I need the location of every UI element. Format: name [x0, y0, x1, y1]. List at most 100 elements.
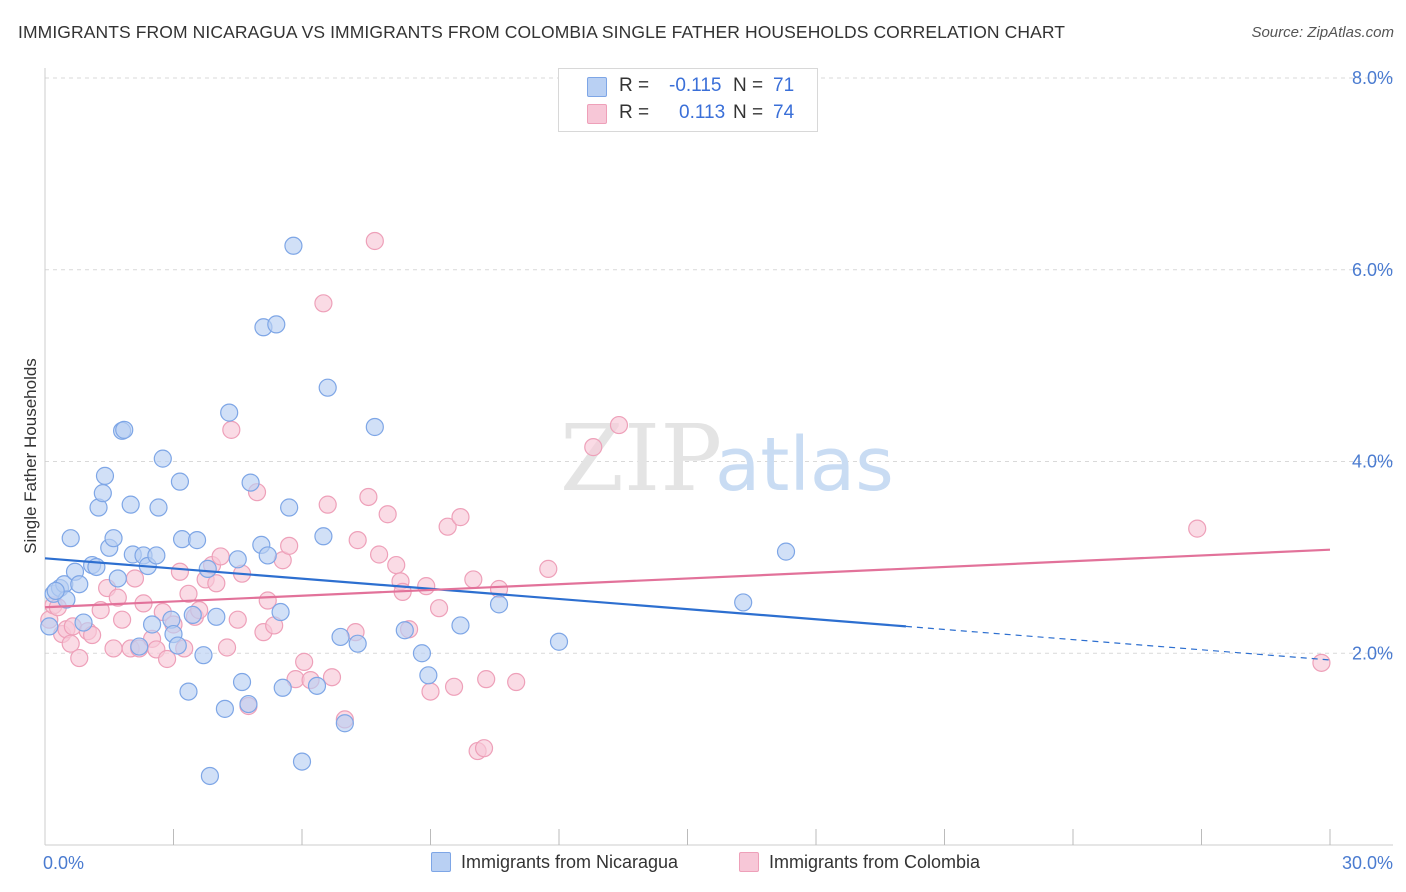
- colombia-point: [314, 294, 333, 313]
- nicaragua-point: [271, 602, 290, 622]
- nicaragua-point: [228, 550, 247, 569]
- colombia-trend-line: [44, 548, 1331, 609]
- nicaragua-point: [267, 315, 286, 334]
- nicaragua-point: [318, 378, 337, 397]
- bottom-legend-label-nicaragua: Immigrants from Nicaragua: [461, 852, 679, 872]
- nicaragua-point: [280, 498, 299, 517]
- nicaragua-point: [241, 473, 260, 492]
- nicaragua-point: [776, 542, 796, 561]
- nicaragua-point: [108, 569, 127, 588]
- colombia-point: [207, 574, 226, 593]
- colombia-point: [539, 559, 558, 578]
- tick-labels: 2.0% 4.0% 6.0% 8.0% 0.0% 30.0%: [43, 68, 1393, 873]
- colombia-point: [211, 547, 230, 566]
- colombia-point: [217, 638, 237, 657]
- nicaragua-point: [365, 417, 384, 437]
- nicaragua-point: [142, 615, 162, 634]
- colombia-point: [1188, 519, 1207, 538]
- nicaragua-trend-extension: [905, 625, 1331, 661]
- nicaragua-point: [258, 546, 277, 565]
- nicaragua-point: [239, 694, 258, 714]
- colombia-point: [280, 536, 299, 555]
- bottom-legend-nicaragua: Immigrants from Nicaragua: [431, 852, 678, 873]
- colombia-point: [70, 648, 89, 668]
- nicaragua-point: [395, 621, 414, 640]
- colombia-point: [365, 231, 384, 251]
- colombia-point: [421, 682, 440, 701]
- legend-n-label: N =: [733, 102, 764, 123]
- watermark-atlas: atlas: [715, 422, 894, 508]
- trend-lines: [44, 548, 1331, 661]
- nicaragua-point: [194, 646, 213, 665]
- y-tick-label: 2.0%: [1352, 643, 1393, 663]
- y-tick-label: 6.0%: [1352, 260, 1393, 280]
- bottom-legend-swatch-nicaragua: [431, 852, 451, 872]
- colombia-point: [609, 415, 629, 435]
- colombia-point: [348, 531, 367, 550]
- nicaragua-point: [46, 581, 65, 601]
- colombia-point: [477, 670, 496, 689]
- nicaragua-point: [335, 714, 354, 733]
- legend-swatch-colombia: [587, 104, 607, 124]
- nicaragua-point: [451, 616, 470, 635]
- colombia-point: [322, 668, 342, 687]
- nicaragua-point: [121, 495, 140, 514]
- nicaragua-point: [314, 527, 333, 546]
- nicaragua-point: [93, 484, 112, 503]
- colombia-point: [584, 438, 603, 457]
- y-axis-label: Single Father Households: [21, 358, 40, 554]
- nicaragua-point: [549, 632, 569, 651]
- colombia-point: [507, 672, 526, 692]
- nicaragua-point: [40, 617, 59, 636]
- legend-swatch-nicaragua: [587, 77, 607, 97]
- nicaragua-point: [307, 676, 327, 695]
- nicaragua-point: [331, 627, 350, 647]
- legend-r-label: R =: [619, 102, 650, 123]
- colombia-point: [228, 610, 247, 629]
- colombia-point: [1312, 653, 1331, 672]
- correlation-legend: R = -0.115 N = 71 R = 0.113 N = 74: [558, 68, 818, 132]
- nicaragua-point: [130, 637, 149, 656]
- nicaragua-point: [284, 236, 303, 255]
- colombia-point: [378, 505, 397, 524]
- colombia-point: [83, 625, 102, 645]
- nicaragua-point: [207, 607, 226, 626]
- colombia-point: [104, 639, 123, 658]
- series-nicaragua-points: [40, 236, 796, 786]
- colombia-point: [474, 739, 494, 758]
- legend-n-value: 71: [773, 75, 795, 96]
- nicaragua-point: [170, 472, 190, 491]
- colombia-point: [387, 555, 406, 575]
- source-label: Source: ZipAtlas.com: [1251, 24, 1394, 41]
- legend-n-value: 74: [773, 102, 795, 123]
- nicaragua-point: [115, 420, 134, 439]
- nicaragua-point: [149, 498, 168, 517]
- colombia-point: [417, 577, 436, 596]
- legend-n-label: N =: [733, 75, 764, 96]
- nicaragua-point: [183, 605, 202, 625]
- x-tick-label: 30.0%: [1342, 853, 1393, 873]
- colombia-point: [108, 588, 127, 607]
- y-tick-label: 4.0%: [1352, 452, 1393, 472]
- colombia-point: [464, 570, 483, 589]
- nicaragua-point: [348, 634, 367, 653]
- nicaragua-point: [61, 529, 80, 548]
- nicaragua-point: [489, 595, 509, 614]
- series-colombia-points: [40, 231, 1331, 761]
- colombia-point: [125, 569, 145, 588]
- nicaragua-point: [412, 644, 432, 663]
- legend-r-value: -0.115: [669, 75, 722, 96]
- nicaragua-point: [168, 636, 187, 655]
- colombia-point: [222, 420, 241, 439]
- nicaragua-point: [215, 699, 234, 718]
- colombia-point: [370, 545, 389, 564]
- nicaragua-point: [179, 682, 198, 701]
- colombia-point: [318, 495, 337, 514]
- nicaragua-point: [273, 678, 292, 697]
- bottom-legend-colombia: Immigrants from Colombia: [739, 852, 980, 873]
- nicaragua-point: [104, 529, 123, 548]
- watermark-zip: ZIP: [560, 405, 722, 512]
- colombia-point: [444, 677, 464, 696]
- colombia-point: [295, 652, 314, 671]
- nicaragua-point: [220, 403, 239, 422]
